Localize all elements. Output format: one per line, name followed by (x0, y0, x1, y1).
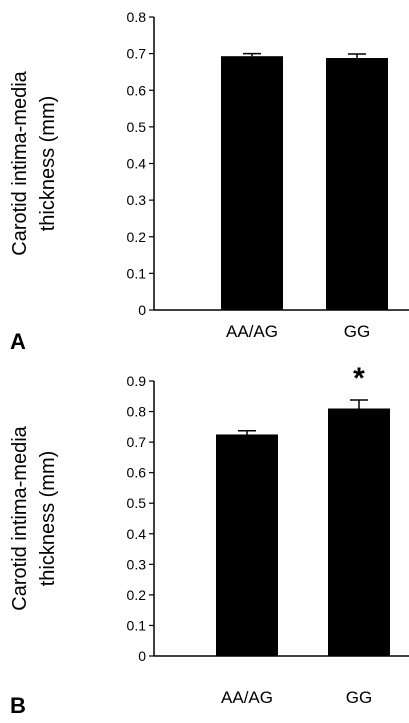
y-tick-label: 0.4 (127, 526, 147, 542)
y-axis-title-line: Carotid intima-media (9, 70, 31, 255)
y-tick-label: 0.2 (127, 587, 147, 603)
category-label: GG (344, 322, 370, 341)
chart-panel-b: 0 0.1 0.2 0.3 0.4 0.5 0.6 0.7 0.8 0.9 Carotid inti… (0, 362, 409, 723)
y-axis-title-line: thickness (mm) (37, 451, 59, 587)
y-tick-label: 0.3 (127, 556, 147, 572)
y-tick-label: 0.6 (127, 82, 147, 98)
panel-label: A (10, 329, 26, 354)
bar-chart-b: 0 0.1 0.2 0.3 0.4 0.5 0.6 0.7 0.8 0.9 Carotid inti… (9, 362, 409, 718)
y-tick-label: 0.7 (127, 46, 147, 62)
y-tick-label: 0.2 (127, 229, 147, 245)
category-label: AA/AG (221, 688, 273, 707)
panel-label: B (10, 693, 26, 718)
y-tick-label: 0.1 (127, 617, 147, 633)
bar (216, 434, 278, 656)
y-tick-label: 0.1 (127, 265, 147, 281)
y-tick-label: 0.4 (127, 156, 147, 172)
significance-marker: * (353, 362, 365, 395)
bar (328, 408, 390, 656)
bar-chart-a: 0 0.1 0.2 0.3 0.4 0.5 0.6 0.7 0.8 Carotid intima-… (9, 9, 409, 354)
y-tick-label: 0 (138, 648, 146, 664)
y-tick-label: 0.3 (127, 192, 147, 208)
y-tick-label: 0.7 (127, 434, 147, 450)
chart-panel-a: 0 0.1 0.2 0.3 0.4 0.5 0.6 0.7 0.8 Carotid intima-… (9, 9, 409, 354)
y-tick-label: 0.8 (127, 404, 147, 420)
y-axis-title-line: Carotid intima-media (9, 425, 31, 610)
y-tick-label: 0 (138, 302, 146, 318)
category-label: GG (346, 688, 372, 707)
bar (221, 56, 283, 310)
y-tick-label: 0.5 (127, 119, 147, 135)
y-tick-label: 0.8 (127, 9, 147, 25)
category-label: AA/AG (226, 322, 278, 341)
bar (326, 58, 388, 310)
y-tick-label: 0.5 (127, 495, 147, 511)
y-tick-label: 0.9 (127, 373, 147, 389)
y-tick-label: 0.6 (127, 465, 147, 481)
y-axis-title-line: thickness (mm) (37, 96, 59, 232)
